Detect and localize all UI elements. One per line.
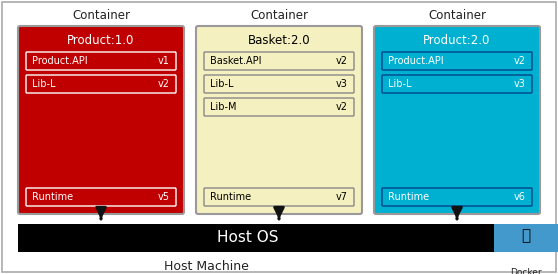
Text: Product:1.0: Product:1.0 xyxy=(68,33,134,47)
Text: 🐳: 🐳 xyxy=(521,229,531,244)
Bar xyxy=(494,224,558,252)
Text: Basket.API: Basket.API xyxy=(210,56,262,66)
Text: v1: v1 xyxy=(158,56,170,66)
Text: Container: Container xyxy=(72,9,130,22)
Text: Lib-L: Lib-L xyxy=(388,79,411,89)
FancyBboxPatch shape xyxy=(26,75,176,93)
Text: Container: Container xyxy=(250,9,308,22)
Text: Host OS: Host OS xyxy=(217,230,279,246)
FancyBboxPatch shape xyxy=(26,52,176,70)
Text: Lib-M: Lib-M xyxy=(210,102,237,112)
FancyBboxPatch shape xyxy=(374,26,540,214)
Text: v3: v3 xyxy=(514,79,526,89)
FancyBboxPatch shape xyxy=(382,188,532,206)
Text: v3: v3 xyxy=(336,79,348,89)
Text: v2: v2 xyxy=(336,102,348,112)
Text: Basket:2.0: Basket:2.0 xyxy=(248,33,310,47)
Text: Docker
Runtime: Docker Runtime xyxy=(507,268,545,274)
Text: Runtime: Runtime xyxy=(210,192,251,202)
Text: Lib-L: Lib-L xyxy=(32,79,55,89)
Text: v2: v2 xyxy=(158,79,170,89)
Text: Product:2.0: Product:2.0 xyxy=(424,33,490,47)
Text: Runtime: Runtime xyxy=(388,192,429,202)
Text: v2: v2 xyxy=(514,56,526,66)
FancyBboxPatch shape xyxy=(204,52,354,70)
FancyBboxPatch shape xyxy=(196,26,362,214)
Text: Container: Container xyxy=(428,9,486,22)
Text: v6: v6 xyxy=(514,192,526,202)
Text: Lib-L: Lib-L xyxy=(210,79,233,89)
Bar xyxy=(18,224,494,252)
Text: Product.API: Product.API xyxy=(32,56,88,66)
FancyBboxPatch shape xyxy=(382,75,532,93)
Text: v5: v5 xyxy=(158,192,170,202)
Text: Runtime: Runtime xyxy=(32,192,73,202)
FancyBboxPatch shape xyxy=(204,75,354,93)
Text: Host Machine: Host Machine xyxy=(164,259,249,273)
FancyBboxPatch shape xyxy=(382,52,532,70)
Text: Product.API: Product.API xyxy=(388,56,444,66)
Text: v7: v7 xyxy=(336,192,348,202)
FancyBboxPatch shape xyxy=(204,188,354,206)
FancyBboxPatch shape xyxy=(26,188,176,206)
Text: v2: v2 xyxy=(336,56,348,66)
FancyBboxPatch shape xyxy=(204,98,354,116)
FancyBboxPatch shape xyxy=(18,26,184,214)
